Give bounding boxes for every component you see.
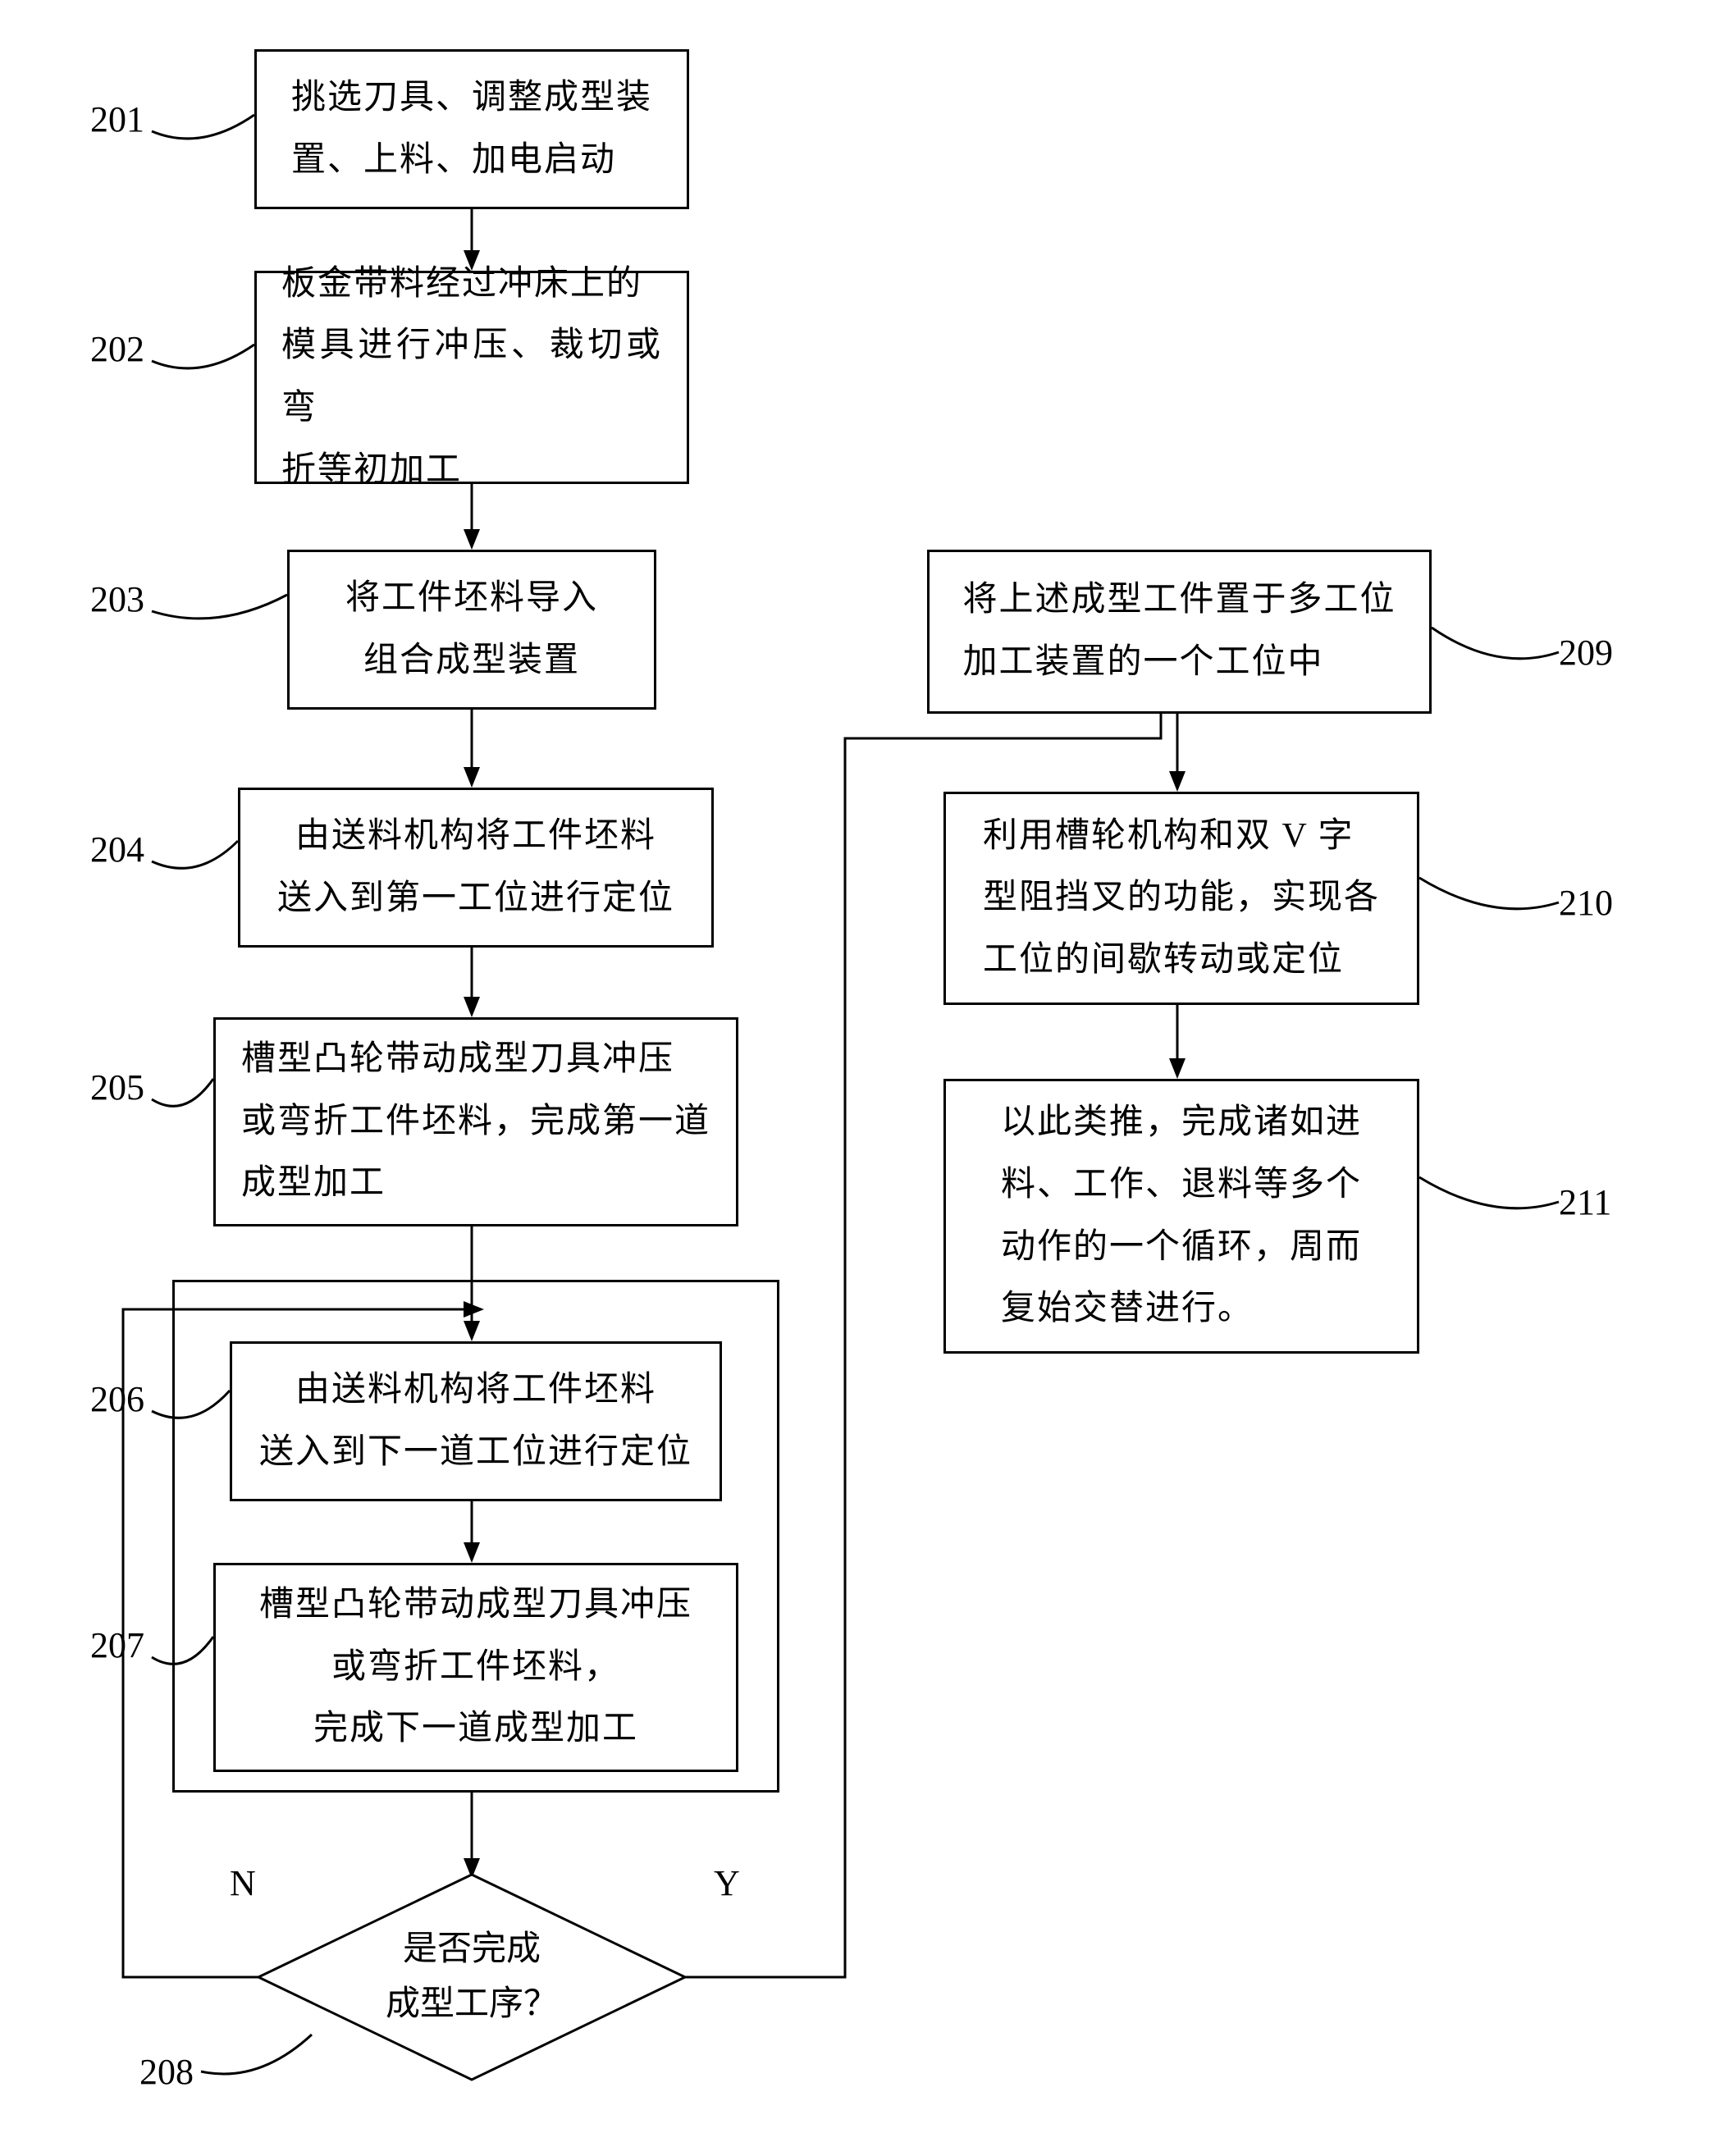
label-209: 209 [1559, 632, 1613, 674]
branch-yes-label: Y [714, 1862, 740, 1904]
node-205-text: 槽型凸轮带动成型刀具冲压 或弯折工件坯料，完成第一道 成型加工 [241, 1029, 710, 1215]
label-202: 202 [90, 328, 144, 370]
leader-202 [152, 336, 258, 386]
diamond-208-text: 是否完成 成型工序？ [386, 1922, 558, 2032]
node-203: 将工件坯料导入 组合成型装置 [287, 550, 656, 710]
leader-211 [1419, 1173, 1563, 1231]
node-206-text: 由送料机构将工件坯料 送入到下一道工位进行定位 [259, 1359, 692, 1483]
label-210: 210 [1559, 882, 1613, 924]
leader-204 [152, 837, 242, 886]
arrow-209-210 [1177, 714, 1181, 792]
node-210: 利用槽轮机构和双 V 字 型阻挡叉的功能，实现各 工位的间歇转动或定位 [943, 792, 1419, 1005]
node-203-text: 将工件坯料导入 组合成型装置 [345, 568, 598, 692]
diamond-208: 是否完成 成型工序？ [254, 1870, 689, 2084]
arrow-210-211 [1177, 1005, 1181, 1079]
arrow-204-205 [472, 948, 475, 1017]
node-211: 以此类推，完成诸如进 料、工作、退料等多个 动作的一个循环，周而 复始交替进行。 [943, 1079, 1419, 1354]
node-205: 槽型凸轮带动成型刀具冲压 或弯折工件坯料，完成第一道 成型加工 [213, 1017, 738, 1226]
node-209: 将上述成型工件置于多工位 加工装置的一个工位中 [927, 550, 1432, 714]
node-201-text: 挑选刀具、调整成型装 置、上料、加电启动 [291, 67, 652, 191]
node-201: 挑选刀具、调整成型装 置、上料、加电启动 [254, 49, 689, 209]
leader-205 [152, 1075, 217, 1124]
label-205: 205 [90, 1066, 144, 1108]
leader-210 [1419, 874, 1563, 931]
node-204: 由送料机构将工件坯料 送入到第一工位进行定位 [238, 788, 714, 948]
node-206: 由送料机构将工件坯料 送入到下一道工位进行定位 [230, 1341, 722, 1501]
arrow-207-208 [472, 1793, 475, 1879]
node-204-text: 由送料机构将工件坯料 送入到第一工位进行定位 [277, 806, 674, 929]
node-209-text: 将上述成型工件置于多工位 加工装置的一个工位中 [962, 569, 1396, 693]
node-207-text: 槽型凸轮带动成型刀具冲压 或弯折工件坯料， 完成下一道成型加工 [259, 1574, 692, 1761]
label-208: 208 [139, 2051, 194, 2093]
node-211-text: 以此类推，完成诸如进 料、工作、退料等多个 动作的一个循环，周而 复始交替进行。 [1001, 1092, 1362, 1340]
leader-201 [152, 107, 258, 156]
label-207: 207 [90, 1624, 144, 1666]
node-202: 板金带料经过冲床上的 模具进行冲压、裁切或弯 折等初加工 [254, 271, 689, 484]
label-203: 203 [90, 578, 144, 620]
arrow-203-204 [472, 710, 475, 788]
node-210-text: 利用槽轮机构和双 V 字 型阻挡叉的功能，实现各 工位的间歇转动或定位 [983, 806, 1380, 992]
node-202-text: 板金带料经过冲床上的 模具进行冲压、裁切或弯 折等初加工 [281, 253, 662, 501]
node-207: 槽型凸轮带动成型刀具冲压 或弯折工件坯料， 完成下一道成型加工 [213, 1563, 738, 1772]
leader-203 [152, 587, 291, 636]
leader-209 [1432, 623, 1563, 681]
branch-no-label: N [230, 1862, 256, 1904]
label-204: 204 [90, 829, 144, 870]
label-201: 201 [90, 98, 144, 140]
label-206: 206 [90, 1378, 144, 1420]
label-211: 211 [1559, 1181, 1611, 1223]
